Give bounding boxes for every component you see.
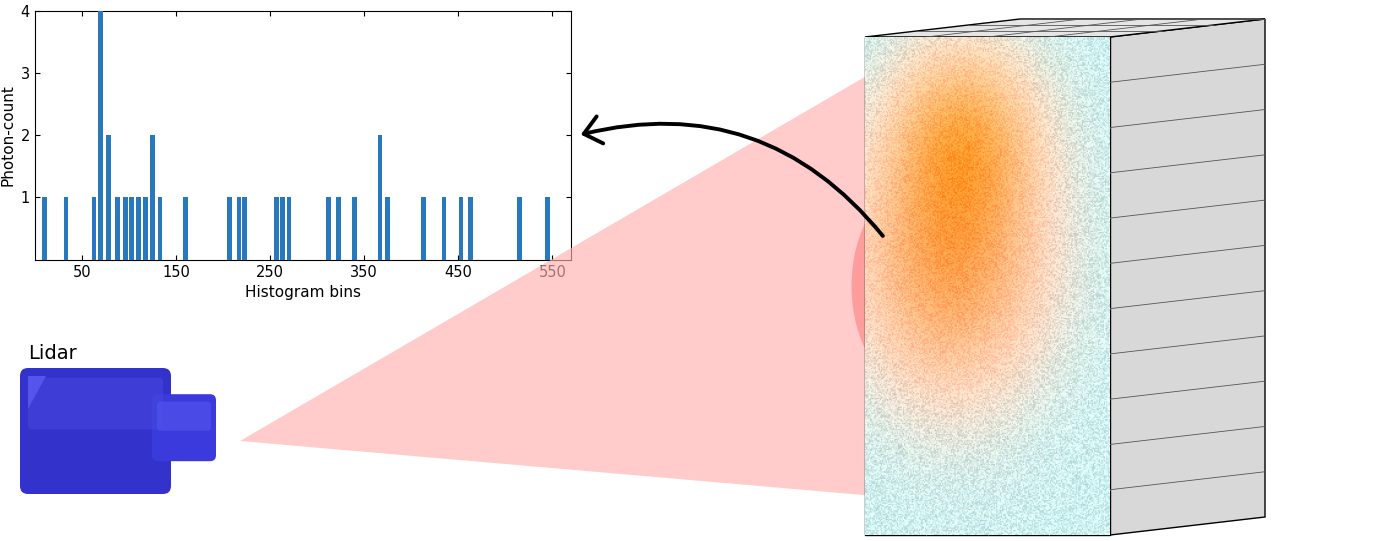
Bar [421,197,426,260]
Bar [64,197,68,260]
Bar [42,197,46,260]
Bar [137,197,141,260]
X-axis label: Histogram bins: Histogram bins [245,285,361,300]
Bar [287,197,291,260]
Text: Lidar: Lidar [28,344,77,363]
Bar [442,197,447,260]
Bar [242,197,247,260]
Bar [458,197,464,260]
Bar [130,197,134,260]
Bar [143,197,148,260]
Bar [908,293,932,328]
Bar [378,135,383,260]
Bar [182,197,188,260]
Bar [106,135,110,260]
Polygon shape [1110,19,1265,535]
FancyBboxPatch shape [28,378,163,430]
Polygon shape [865,19,1265,37]
Bar [545,197,550,260]
Bar [326,197,330,260]
Bar [274,197,279,260]
Bar [99,11,103,260]
Bar [237,197,241,260]
Bar [280,197,284,260]
FancyBboxPatch shape [20,368,171,494]
Ellipse shape [851,181,986,391]
Bar [865,37,1110,535]
Bar [227,197,233,260]
FancyBboxPatch shape [157,401,210,431]
Polygon shape [1110,19,1265,535]
Bar [352,197,357,260]
Bar [468,197,472,260]
Y-axis label: Photon-count: Photon-count [0,84,15,186]
Bar [123,197,128,260]
Polygon shape [240,77,865,495]
Bar [92,197,96,260]
FancyBboxPatch shape [152,394,216,461]
Bar [157,197,163,260]
Bar [116,197,120,260]
Bar [386,197,390,260]
Bar [517,197,522,260]
Bar [336,197,341,260]
Bar [150,135,155,260]
Polygon shape [28,376,46,409]
